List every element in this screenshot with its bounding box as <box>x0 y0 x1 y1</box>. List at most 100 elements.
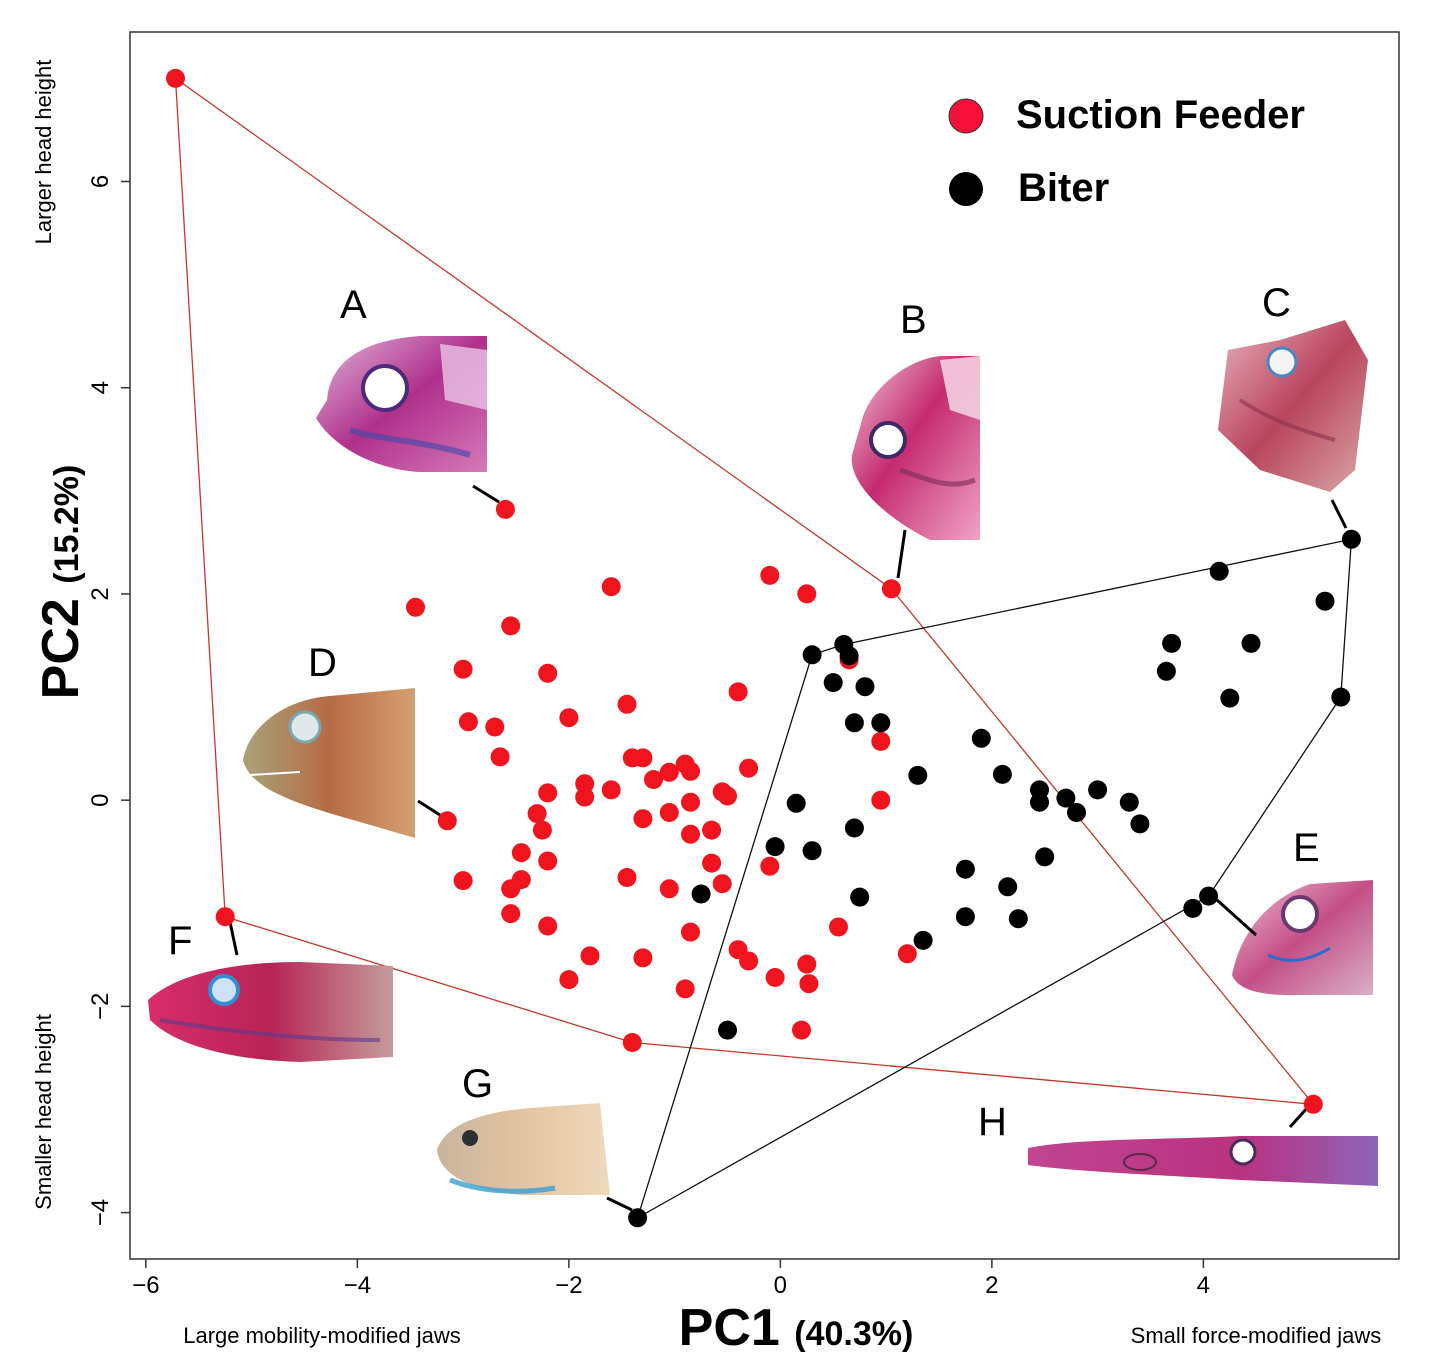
axis-ticks: −6 −4 −2 0 2 4 −4 −2 0 2 4 6 <box>87 175 1210 1299</box>
connector-e <box>1215 898 1258 937</box>
specimen-photo-g <box>437 1103 610 1195</box>
connector-c <box>1330 499 1348 529</box>
specimen-photo-h <box>1028 1136 1378 1186</box>
point-biter <box>850 887 870 907</box>
point-suction-feeder <box>453 659 473 679</box>
point-suction-feeder <box>617 694 637 714</box>
x-axis-right-note: Small force-modified jaws <box>1131 1323 1382 1348</box>
point-suction-feeder <box>580 946 600 966</box>
y-axis-bottom-note: Smaller head height <box>31 1014 56 1210</box>
x-tick-label: 0 <box>774 1272 787 1299</box>
point-biter <box>839 646 859 666</box>
connector-a <box>472 484 500 504</box>
specimen-label-f: F <box>168 919 192 963</box>
specimen-photo-e <box>1232 880 1373 996</box>
point-suction-feeder <box>797 954 817 974</box>
point-biter <box>1220 688 1240 708</box>
y-tick-label: 4 <box>87 381 114 394</box>
point-biter <box>1035 847 1055 867</box>
point-suction-feeder <box>538 663 558 683</box>
point-biter <box>992 764 1012 784</box>
point-biter <box>1183 898 1203 918</box>
specimen-photo-f <box>148 962 393 1062</box>
point-suction-feeder <box>601 780 621 800</box>
point-suction-feeder <box>897 944 917 964</box>
point-suction-feeder <box>601 577 621 597</box>
point-suction-feeder <box>871 731 891 751</box>
point-biter <box>955 907 975 927</box>
point-biter <box>823 673 843 693</box>
specimen-photo-b <box>851 356 980 540</box>
point-suction-feeder <box>659 803 679 822</box>
point-suction-feeder <box>681 792 700 812</box>
point-biter <box>1056 788 1076 808</box>
x-tick-label: −6 <box>132 1272 159 1299</box>
point-suction-feeder <box>881 579 901 599</box>
point-suction-feeder <box>559 970 579 990</box>
point-biter <box>718 1020 737 1040</box>
point-suction-feeder <box>765 968 785 987</box>
specimen-label-e: E <box>1293 826 1320 870</box>
x-axis-left-note: Large mobility-modified jaws <box>183 1323 461 1348</box>
y-tick-label: 0 <box>87 793 114 806</box>
specimen-photo-c <box>1218 320 1368 492</box>
point-suction-feeder <box>739 758 759 778</box>
point-suction-feeder <box>215 907 235 927</box>
y-axis-title-pct: (15.2%) <box>48 465 86 584</box>
point-suction-feeder <box>681 761 700 781</box>
y-tick-label: −2 <box>87 993 114 1020</box>
x-axis-title-main: PC1 <box>679 1299 780 1357</box>
point-suction-feeder <box>532 820 552 840</box>
point-suction-feeder <box>659 879 679 899</box>
point-suction-feeder <box>702 853 722 873</box>
point-suction-feeder <box>871 790 891 810</box>
point-biter <box>971 728 991 748</box>
point-biter <box>955 859 975 879</box>
point-suction-feeder <box>760 856 780 876</box>
point-biter <box>1156 661 1176 681</box>
specimen-label-c: C <box>1262 281 1291 325</box>
point-suction-feeder <box>538 916 558 936</box>
point-suction-feeder <box>797 584 817 604</box>
x-axis-title-pct: (40.3%) <box>794 1315 913 1353</box>
point-biter <box>913 930 933 950</box>
point-biter <box>1209 561 1229 581</box>
point-suction-feeder <box>458 712 478 732</box>
connector-d <box>417 799 441 817</box>
point-suction-feeder <box>633 948 653 968</box>
y-tick-label: −4 <box>87 1199 114 1226</box>
point-biter <box>1130 814 1150 834</box>
point-suction-feeder <box>718 786 737 806</box>
point-suction-feeder <box>575 774 595 794</box>
point-suction-feeder <box>659 762 679 782</box>
point-suction-feeder <box>527 804 547 824</box>
point-suction-feeder <box>799 974 819 994</box>
point-biter <box>1088 780 1108 800</box>
point-biter <box>1241 633 1261 653</box>
point-suction-feeder <box>511 843 531 863</box>
point-suction-feeder <box>728 682 748 702</box>
point-biter <box>1162 633 1182 653</box>
point-biter <box>1331 687 1351 707</box>
data-points <box>166 68 1361 1228</box>
legend-swatch-biter <box>949 172 983 206</box>
connector-f <box>228 921 239 956</box>
specimen-label-a: A <box>340 283 367 327</box>
x-tick-label: −4 <box>344 1272 371 1299</box>
point-biter <box>855 677 875 697</box>
point-biter <box>1067 803 1086 822</box>
connector-b <box>896 529 907 579</box>
point-suction-feeder <box>633 809 653 829</box>
point-biter <box>691 884 711 904</box>
point-suction-feeder <box>501 904 521 924</box>
specimen-photo-a <box>316 336 487 472</box>
specimen-labels: A B C D E F G H <box>168 281 1320 1144</box>
legend: Suction Feeder Biter <box>948 93 1305 210</box>
point-suction-feeder <box>633 748 653 768</box>
specimen-images <box>148 320 1378 1195</box>
point-suction-feeder <box>437 811 457 831</box>
point-suction-feeder <box>166 68 185 88</box>
specimen-connectors <box>228 484 1348 1212</box>
point-biter <box>786 793 806 813</box>
